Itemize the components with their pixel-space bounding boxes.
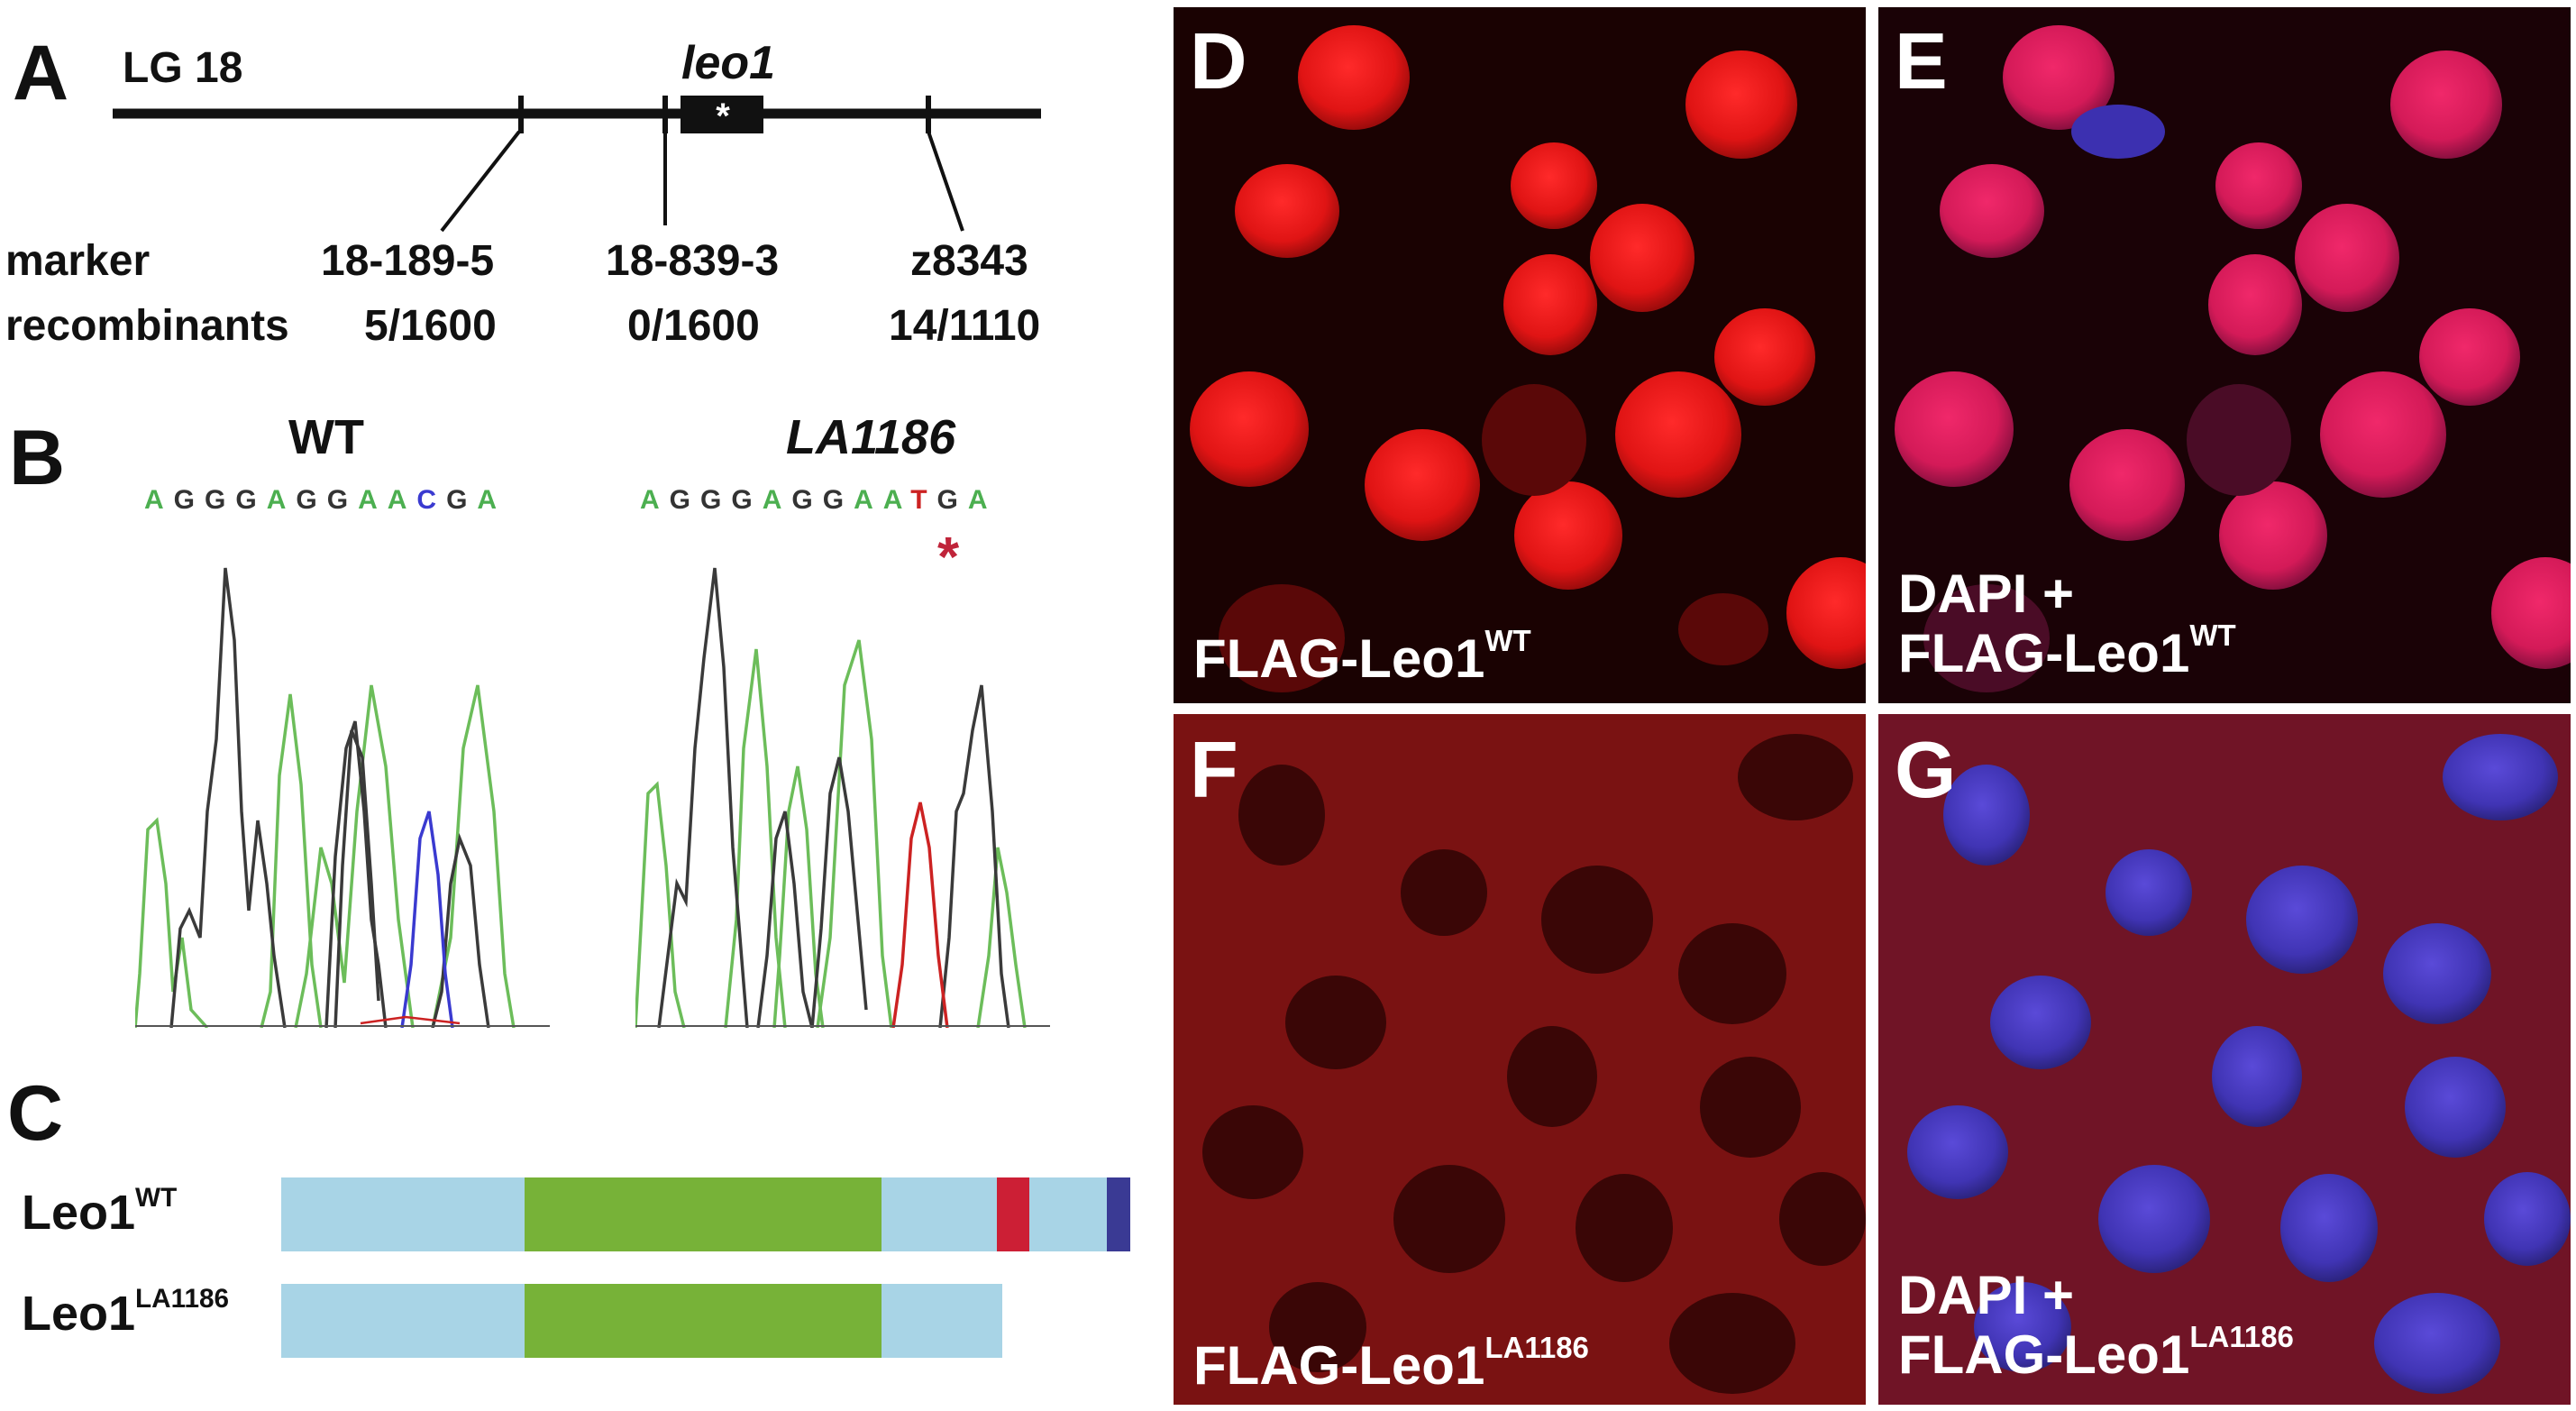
mutant-sequence-base: A	[967, 485, 998, 515]
panel-f-label-superscript: LA1186	[1484, 1331, 1589, 1365]
panel-e-label: DAPI + FLAG-Leo1WT	[1898, 564, 2236, 683]
wt-sequence-base: A	[266, 485, 297, 515]
mutant-sequence-base: G	[669, 485, 701, 515]
recombinants-2: 0/1600	[627, 302, 760, 350]
marker-name-1: 18-189-5	[321, 237, 495, 285]
wt-sequence-base: G	[205, 485, 236, 515]
panel-e-label-superscript: WT	[2189, 618, 2236, 653]
recombinants-row-header: recombinants	[5, 302, 289, 350]
panel-f-label: FLAG-Leo1LA1186	[1193, 1331, 1589, 1396]
linkage-map: *	[113, 96, 1041, 233]
wt-sequence-base: G	[235, 485, 267, 515]
panel-g-label-line1: DAPI +	[1898, 1265, 2075, 1325]
panel-d-label-text: FLAG-Leo1	[1193, 628, 1485, 689]
panel-b-letter: B	[9, 415, 66, 501]
wt-sequence-base: A	[387, 485, 417, 515]
central-domain-wt	[525, 1177, 882, 1251]
panel-d-label-superscript: WT	[1484, 624, 1531, 658]
panel-g-image: G DAPI + FLAG-Leo1LA1186	[1878, 714, 2571, 1405]
leo1-gene-box	[681, 96, 763, 133]
wt-chromatogram	[135, 567, 550, 1028]
panel-g-letter: G	[1895, 725, 1957, 814]
wt-sequence-base: G	[173, 485, 206, 515]
panel-g-label: DAPI + FLAG-Leo1LA1186	[1898, 1266, 2294, 1385]
panel-d-letter: D	[1190, 16, 1247, 105]
panel-e-letter: E	[1895, 16, 1948, 105]
protein-label-wt: Leo1WT	[22, 1184, 177, 1240]
panel-g-label-superscript: LA1186	[2189, 1320, 2294, 1354]
mutant-sequence-base: G	[791, 485, 823, 515]
panel-e-label-line1: DAPI +	[1898, 563, 2075, 624]
protein-bar-mutant	[281, 1284, 1002, 1358]
mutant-sequence: AGGGAGGAATGA	[640, 487, 998, 514]
mutant-chromatogram	[635, 567, 1050, 1028]
end-domain-wt	[1107, 1177, 1130, 1251]
mutant-sequence-base: A	[882, 485, 911, 515]
red-domain-wt	[997, 1177, 1029, 1251]
protein-name-mutant: Leo1	[22, 1287, 136, 1341]
protein-label-mutant: Leo1LA1186	[22, 1285, 229, 1341]
wt-sequence-base: A	[477, 485, 507, 515]
marker-row-header: marker	[5, 237, 151, 285]
gene-label: leo1	[681, 40, 775, 87]
panel-g-label-text: FLAG-Leo1	[1898, 1324, 2190, 1385]
panel-f-image: F FLAG-Leo1LA1186	[1174, 714, 1866, 1405]
panel-a-letter: A	[13, 30, 69, 116]
mutant-sequence-base: G	[700, 485, 732, 515]
mutant-sequence-base: A	[762, 485, 792, 515]
gene-mark: *	[716, 96, 730, 136]
panel-d-image: D FLAG-Leo1WT	[1174, 7, 1866, 703]
wt-sequence-base: G	[326, 485, 359, 515]
wt-sequence-base: G	[296, 485, 327, 515]
mutant-sequence-base: A	[640, 485, 670, 515]
recombinants-3: 14/1110	[889, 302, 1041, 350]
mutant-sequence-base: T	[910, 485, 937, 515]
wt-sequence-base: A	[144, 485, 174, 515]
protein-name-wt: Leo1	[22, 1186, 136, 1240]
wt-sequence-base: G	[446, 485, 478, 515]
panel-c-letter: C	[7, 1070, 64, 1157]
wt-title: WT	[288, 410, 364, 464]
protein-superscript-mutant: LA1186	[135, 1283, 230, 1314]
protein-bar-wt	[281, 1177, 1130, 1251]
panel-e-image: E DAPI + FLAG-Leo1WT	[1878, 7, 2571, 703]
wt-sequence-base: A	[358, 485, 388, 515]
mutant-title: LA1186	[786, 410, 956, 464]
marker-name-3: z8343	[910, 237, 1028, 285]
mutation-mark: *	[937, 527, 960, 589]
gene-name: leo1	[681, 37, 776, 89]
mutant-sequence-base: A	[854, 485, 883, 515]
marker-pointer-1	[440, 130, 521, 233]
wt-sequence-base: C	[416, 485, 447, 515]
mutant-sequence-base: G	[731, 485, 763, 515]
recombinants-1: 5/1600	[364, 302, 497, 350]
central-domain-mutant	[525, 1284, 882, 1358]
marker-pointer-3	[927, 131, 964, 232]
panel-e-label-text: FLAG-Leo1	[1898, 623, 2190, 683]
panel-f-label-text: FLAG-Leo1	[1193, 1335, 1485, 1396]
wt-sequence: AGGGAGGAACGA	[144, 487, 507, 514]
chromosome-label: LG 18	[123, 44, 243, 92]
marker-name-2: 18-839-3	[606, 237, 780, 285]
panel-d-label: FLAG-Leo1WT	[1193, 624, 1531, 689]
protein-superscript-wt: WT	[135, 1182, 178, 1213]
panel-f-letter: F	[1190, 725, 1238, 814]
mutant-sequence-base: G	[936, 485, 968, 515]
mutant-sequence-base: G	[822, 485, 854, 515]
